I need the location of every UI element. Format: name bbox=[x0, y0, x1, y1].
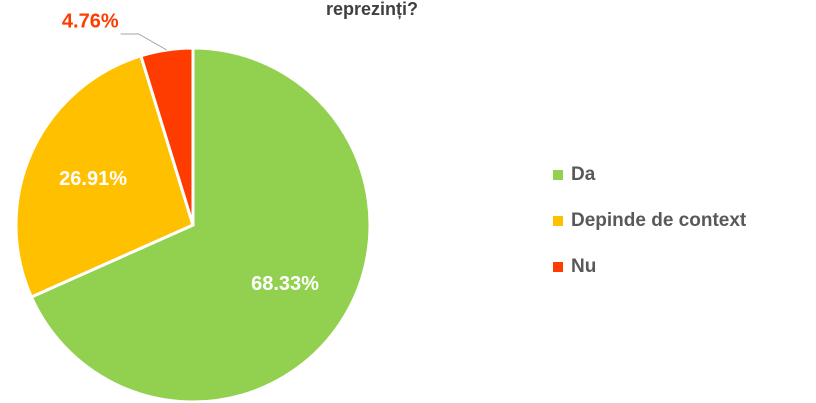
leader-line bbox=[120, 33, 167, 51]
pie-slice bbox=[14, 53, 195, 300]
data-label: 68.33% bbox=[251, 273, 319, 295]
data-label: 26.91% bbox=[59, 168, 127, 190]
pie-slice bbox=[138, 46, 195, 226]
chart-title: reprezinți? bbox=[326, 0, 418, 19]
legend-swatch bbox=[553, 216, 563, 226]
data-label: 4.76% bbox=[62, 10, 119, 32]
legend-label: Nu bbox=[571, 256, 596, 277]
pie-slice bbox=[29, 46, 372, 403]
legend-label: Da bbox=[571, 164, 596, 185]
legend-label: Depinde de context bbox=[571, 210, 747, 231]
legend-swatch bbox=[553, 170, 563, 180]
legend-swatch bbox=[553, 262, 563, 272]
